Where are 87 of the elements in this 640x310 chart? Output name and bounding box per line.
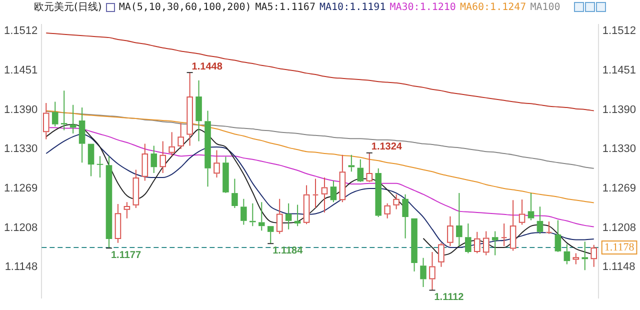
y2-tick-label: 1.1330	[602, 143, 636, 156]
candlestick	[321, 176, 328, 213]
text: MA60:1.1247	[460, 1, 526, 14]
candlestick	[438, 242, 444, 268]
candlestick	[78, 107, 86, 164]
y2-tick-label: 1.1451	[602, 64, 636, 77]
candlestick	[168, 132, 175, 157]
candlestick	[420, 257, 426, 288]
candlestick	[312, 178, 319, 208]
candlestick	[366, 152, 373, 182]
candlestick	[554, 220, 562, 252]
candlestick	[42, 102, 50, 140]
candlestick	[536, 206, 544, 234]
candlestick	[303, 184, 310, 225]
candlestick	[106, 156, 112, 249]
candlestick	[393, 194, 400, 210]
candlestick	[330, 180, 337, 203]
candlestick	[582, 241, 588, 271]
candlestick	[482, 230, 490, 256]
candlestick	[186, 72, 193, 146]
y-tick-label: 1.1269	[4, 182, 38, 195]
candlestick	[124, 202, 130, 219]
y-tick-label: 1.1390	[4, 104, 38, 116]
text: MA5:1.1167	[255, 1, 316, 14]
chart-subtitle: MA(5,10,30,60,100,200)	[118, 1, 252, 14]
candlestick	[402, 194, 408, 239]
y2-tick-label: 1.1208	[602, 222, 636, 234]
candlestick	[339, 154, 346, 203]
candlestick	[510, 200, 516, 252]
candlestick	[492, 230, 498, 256]
candlestick	[411, 218, 418, 272]
candlestick	[276, 198, 283, 234]
candlestick	[500, 222, 508, 247]
candlestick	[232, 178, 238, 208]
candlestick	[294, 204, 301, 227]
candlestick	[114, 204, 122, 244]
candlestick	[348, 154, 355, 172]
candlestick	[572, 252, 580, 265]
candlestick	[456, 192, 462, 247]
y2-tick-label: 1.1390	[602, 104, 636, 116]
candlestick	[240, 198, 247, 226]
candlestick	[258, 202, 265, 232]
candlestick	[178, 122, 184, 150]
y2-tick-label: 1.1512	[602, 25, 636, 38]
candlestick	[60, 90, 68, 131]
candlestick	[518, 199, 526, 226]
candlestick	[429, 252, 436, 291]
y-tick-label: 1.1148	[4, 260, 38, 273]
candlestick	[214, 150, 220, 178]
candlestick	[142, 143, 148, 182]
annotation: 1.1448	[192, 61, 223, 72]
candlestick	[384, 202, 390, 219]
line-series	[46, 110, 594, 169]
candlestick	[546, 221, 552, 234]
line-series	[46, 32, 594, 112]
candlestick	[196, 80, 202, 142]
annotation: 1.1177	[110, 250, 142, 261]
candlestick	[96, 156, 104, 178]
text: MA100	[530, 1, 560, 14]
y-tick-label: 1.1512	[4, 25, 38, 38]
candlestick	[150, 145, 158, 174]
y-tick-label: 1.1330	[4, 143, 38, 156]
annotation: 1.1324	[371, 142, 402, 153]
candlestick	[204, 110, 211, 188]
text: MA10:1.1191	[319, 1, 386, 14]
candlestick	[160, 140, 166, 174]
candlestick	[590, 244, 598, 268]
y2-tick-label: 1.1269	[602, 182, 636, 195]
candlestick	[465, 222, 472, 254]
candlestick	[132, 169, 140, 208]
y-tick-label: 1.1451	[4, 64, 38, 77]
annotation: 1.1184	[272, 245, 304, 256]
candlestick	[528, 192, 534, 221]
candlestick	[52, 101, 58, 127]
candlestick	[564, 244, 570, 265]
ref-line-label: 1.1178	[604, 241, 635, 254]
candlestick	[267, 226, 274, 244]
candlestick	[375, 168, 382, 218]
candlestick	[285, 202, 292, 230]
y2-tick-label: 1.1148	[602, 260, 636, 273]
chart-title: 欧元美元(日线)	[34, 1, 102, 14]
y-tick-label: 1.1208	[4, 222, 38, 234]
candlestick	[447, 216, 454, 247]
text: MA30:1.1210	[390, 1, 456, 14]
annotation: 1.1112	[434, 292, 464, 303]
candlestick	[474, 231, 480, 254]
line-series	[46, 110, 594, 204]
